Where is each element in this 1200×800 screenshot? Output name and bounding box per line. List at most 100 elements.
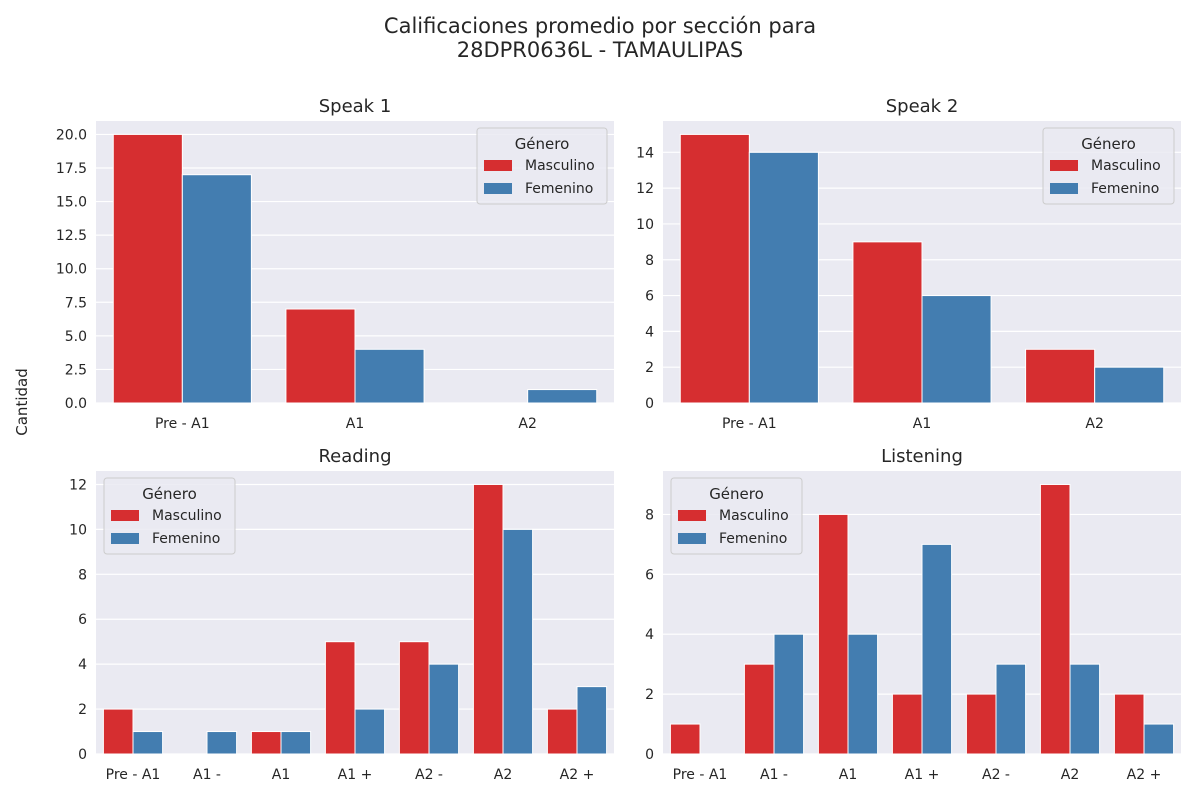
bar-masculino-a2 — [546, 708, 578, 755]
y-tick-label: 2 — [78, 702, 87, 718]
legend-title: Género — [515, 135, 570, 153]
y-tick-label: 0 — [645, 747, 654, 763]
bar-femenino-a2 — [527, 389, 598, 404]
y-tick-label: 12 — [636, 181, 654, 197]
y-tick-label: 2 — [645, 360, 654, 376]
x-tick-label: A2 - — [415, 767, 443, 783]
bar-masculino-a1 — [743, 663, 775, 755]
bar-masculino-a2 — [472, 483, 504, 755]
bar-masculino-a1 — [817, 513, 849, 755]
x-tick-label: A1 — [272, 767, 290, 783]
figure-title: Calificaciones promedio por sección para… — [383, 14, 817, 62]
chart-panel-speak-2: 0 2 4 6 8 10 12 14 Pre - A1 A1 A2 Speak 2 Género Masc… — [636, 96, 1181, 432]
bar-masculino-pre-a1 — [669, 723, 701, 755]
x-tick-label: Pre - A1 — [155, 416, 210, 432]
legend: Género Masculino Femenino — [103, 477, 236, 555]
chart-panel-speak-1: 0.0 2.5 5.0 7.5 10.0 12.5 15.0 17.5 20.0 Pre - A1… — [56, 96, 614, 432]
legend: Género Masculino Femenino — [1042, 127, 1175, 205]
bar-masculino-a2 — [1039, 483, 1071, 755]
y-tick-label: 0.0 — [65, 396, 87, 412]
y-tick-label: 8 — [645, 507, 654, 523]
chart-panel-reading: 0 2 4 6 8 10 12 Pre - A1 A1 - A1 A1 + A2 - A2 A2 + Rea… — [69, 446, 614, 783]
y-tick-label: 0 — [645, 396, 654, 412]
bar-femenino-a2 — [502, 528, 534, 755]
y-tick-label: 8 — [78, 567, 87, 583]
legend-label-femenino: Femenino — [1091, 181, 1159, 197]
bar-femenino-a1 — [354, 708, 386, 755]
bar-femenino-a1 — [921, 295, 992, 404]
legend-label-masculino: Masculino — [1091, 158, 1161, 174]
legend-label-femenino: Femenino — [525, 181, 593, 197]
x-tick-label: Pre - A1 — [673, 767, 728, 783]
x-tick-label: Pre - A1 — [106, 767, 161, 783]
x-tick-label: A1 — [913, 416, 931, 432]
legend-label-femenino: Femenino — [152, 531, 220, 547]
y-tick-label: 5.0 — [65, 329, 87, 345]
legend-title: Género — [1081, 135, 1136, 153]
x-tick-label: Pre - A1 — [722, 416, 777, 432]
x-tick-label: A1 — [346, 416, 364, 432]
chart-title: Listening — [881, 446, 963, 467]
x-tick-label: A1 - — [193, 767, 221, 783]
y-tick-label: 6 — [78, 612, 87, 628]
bar-masculino-pre-a1 — [102, 708, 134, 755]
bar-femenino-a1 — [921, 543, 953, 755]
x-tick-label: A1 — [839, 767, 857, 783]
y-tick-label: 10 — [636, 217, 654, 233]
bar-femenino-pre-a1 — [181, 174, 252, 404]
bar-femenino-a1 — [354, 348, 425, 404]
bar-masculino-a1 — [891, 693, 923, 755]
bar-femenino-a2 — [1143, 723, 1175, 755]
y-tick-label: 14 — [636, 145, 654, 161]
bar-femenino-a2 — [995, 663, 1027, 755]
y-tick-label: 2.5 — [65, 362, 87, 378]
bar-masculino-a1 — [250, 731, 282, 755]
legend: Género Masculino Femenino — [670, 477, 803, 555]
y-tick-label: 4 — [645, 627, 654, 643]
bar-femenino-a1 — [206, 731, 238, 755]
legend-swatch-femenino — [678, 533, 706, 544]
bar-masculino-a2 — [1113, 693, 1145, 755]
legend-title: Género — [709, 485, 764, 503]
x-tick-label: A2 + — [1127, 767, 1162, 783]
legend-swatch-masculino — [1050, 160, 1078, 171]
legend-label-masculino: Masculino — [152, 508, 222, 524]
bar-femenino-a2 — [576, 686, 608, 755]
bar-masculino-a1 — [852, 241, 923, 404]
bar-femenino-pre-a1 — [132, 731, 164, 755]
y-tick-label: 7.5 — [65, 295, 87, 311]
x-tick-label: A2 - — [982, 767, 1010, 783]
legend-label-masculino: Masculino — [719, 508, 789, 524]
legend-swatch-masculino — [678, 510, 706, 521]
bar-masculino-a1 — [285, 308, 356, 404]
legend-label-femenino: Femenino — [719, 531, 787, 547]
chart-title: Speak 1 — [319, 96, 392, 117]
bar-femenino-a1 — [847, 633, 879, 755]
legend-label-masculino: Masculino — [525, 158, 595, 174]
legend-swatch-masculino — [484, 160, 512, 171]
bar-masculino-a2 — [398, 641, 430, 755]
legend-title: Género — [142, 485, 197, 503]
bar-masculino-a1 — [324, 641, 356, 755]
chart-panel-listening: 0 2 4 6 8 Pre - A1 A1 - A1 A1 + A2 - A2 A2 + Listeni… — [645, 446, 1181, 783]
bar-femenino-a1 — [280, 731, 312, 755]
bar-femenino-a1 — [773, 633, 805, 755]
y-tick-label: 10.0 — [56, 262, 87, 278]
x-tick-label: A2 — [494, 767, 512, 783]
y-tick-label: 4 — [645, 324, 654, 340]
bar-femenino-pre-a1 — [748, 151, 819, 404]
legend-swatch-femenino — [484, 183, 512, 194]
y-tick-label: 2 — [645, 687, 654, 703]
x-tick-label: A1 + — [905, 767, 940, 783]
bar-femenino-a2 — [428, 663, 460, 755]
y-tick-label: 12.5 — [56, 228, 87, 244]
x-tick-label: A2 — [1085, 416, 1103, 432]
legend: Género Masculino Femenino — [476, 127, 608, 205]
x-tick-label: A1 - — [760, 767, 788, 783]
legend-swatch-masculino — [111, 510, 139, 521]
bar-masculino-pre-a1 — [112, 133, 183, 404]
y-tick-label: 4 — [78, 657, 87, 673]
bar-masculino-pre-a1 — [679, 133, 750, 404]
